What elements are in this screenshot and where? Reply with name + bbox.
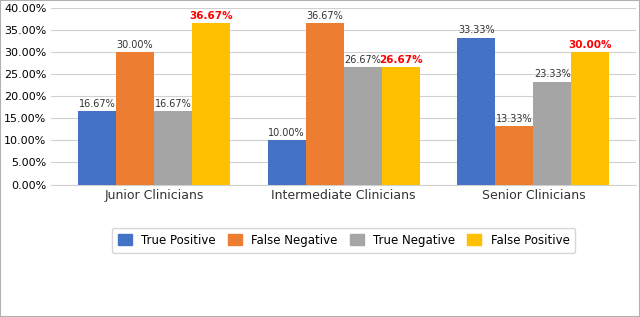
Text: 13.33%: 13.33% bbox=[496, 113, 532, 124]
Bar bbox=[458, 38, 495, 184]
Bar bbox=[381, 67, 419, 184]
Bar bbox=[192, 23, 230, 184]
Bar bbox=[572, 52, 609, 184]
Bar bbox=[495, 126, 533, 184]
Legend: True Positive, False Negative, True Negative, False Positive: True Positive, False Negative, True Nega… bbox=[112, 228, 575, 253]
Bar bbox=[344, 67, 381, 184]
Bar bbox=[116, 52, 154, 184]
Text: 16.67%: 16.67% bbox=[154, 99, 191, 109]
Bar bbox=[533, 82, 572, 184]
Text: 26.67%: 26.67% bbox=[344, 55, 381, 65]
Bar bbox=[78, 111, 116, 184]
Text: 30.00%: 30.00% bbox=[116, 40, 153, 50]
Text: 26.67%: 26.67% bbox=[379, 55, 422, 65]
Text: 33.33%: 33.33% bbox=[458, 25, 495, 36]
Text: 36.67%: 36.67% bbox=[307, 11, 343, 21]
Text: 30.00%: 30.00% bbox=[568, 40, 612, 50]
Text: 16.67%: 16.67% bbox=[79, 99, 115, 109]
Text: 23.33%: 23.33% bbox=[534, 69, 571, 80]
Text: 10.00%: 10.00% bbox=[268, 128, 305, 138]
Text: 36.67%: 36.67% bbox=[189, 11, 232, 21]
Bar bbox=[268, 140, 306, 184]
Bar bbox=[306, 23, 344, 184]
Bar bbox=[154, 111, 192, 184]
